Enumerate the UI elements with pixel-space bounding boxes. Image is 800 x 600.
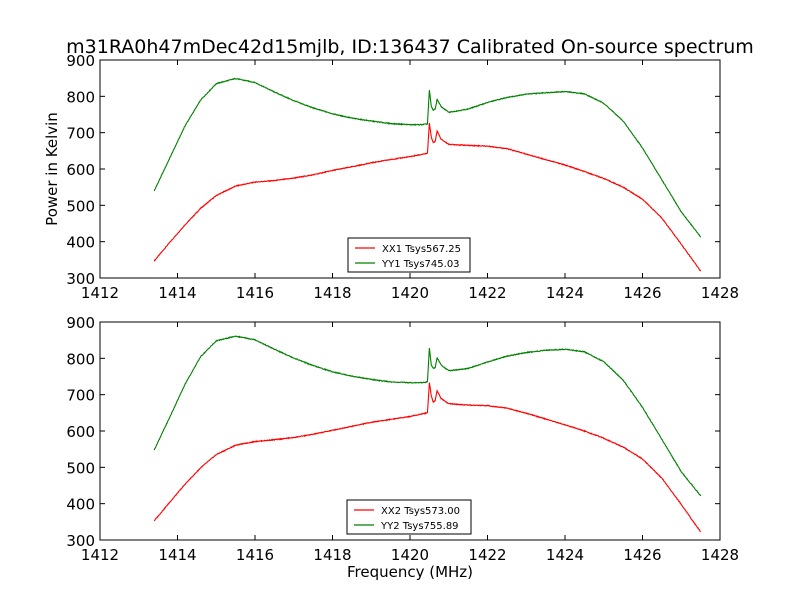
- x-tick-label: 1426: [623, 284, 661, 302]
- lower-panel: 1412 1414 1416 1418 1420 1422 1424 1426 1428 300 4…: [66, 314, 739, 581]
- y-axis-label: Power in Kelvin: [43, 112, 61, 226]
- y-tick-label: 400: [66, 496, 95, 514]
- x-tick-label: 1426: [623, 546, 661, 564]
- y-tick-label: 300: [66, 532, 95, 550]
- y-tick-label: 600: [66, 161, 95, 179]
- x-tick-label: 1420: [391, 546, 429, 564]
- legend-label: YY1 Tsys745.03: [381, 259, 460, 270]
- x-tick-label: 1416: [236, 546, 274, 564]
- legend-box: [346, 499, 472, 535]
- y-tick-label: 600: [66, 423, 95, 441]
- x-tick-label: 1414: [158, 546, 196, 564]
- legend: XX1 Tsys567.25 YY1 Tsys745.03: [347, 237, 471, 273]
- x-tick-label: 1422: [468, 284, 506, 302]
- y-tick-label: 800: [66, 350, 95, 368]
- figure-title: m31RA0h47mDec42d15mjlb, ID:136437 Calibr…: [66, 36, 754, 58]
- series-line-xx1: [153, 122, 702, 272]
- x-tick-label: 1416: [236, 284, 274, 302]
- legend-box: [347, 237, 471, 273]
- series-line-yy2: [153, 335, 702, 497]
- y-tick-label: 900: [66, 52, 95, 70]
- legend-label: XX2 Tsys573.00: [381, 506, 460, 517]
- y-tick-label: 500: [66, 197, 95, 215]
- y-tick-label: 500: [66, 459, 95, 477]
- y-tick-label: 700: [66, 125, 95, 143]
- x-tick-label: 1424: [546, 284, 584, 302]
- x-tick-label: 1420: [391, 284, 429, 302]
- series-line-yy1: [153, 77, 702, 238]
- y-tick-label: 900: [66, 314, 95, 332]
- legend-label: YY2 Tsys755.89: [380, 521, 459, 532]
- y-tick-label: 400: [66, 234, 95, 252]
- upper-panel: 1412 1414 1416 1418 1420 1422 1424 1426 1428 300 4…: [43, 52, 739, 302]
- x-tick-label: 1412: [81, 546, 119, 564]
- legend-label: XX1 Tsys567.25: [382, 244, 461, 255]
- x-tick-label: 1424: [546, 546, 584, 564]
- x-tick-label: 1418: [313, 284, 351, 302]
- legend: XX2 Tsys573.00 YY2 Tsys755.89: [346, 499, 472, 535]
- x-tick-label: 1428: [701, 284, 739, 302]
- x-tick-label: 1422: [468, 546, 506, 564]
- y-tick-label: 300: [66, 270, 95, 288]
- x-axis-label: Frequency (MHz): [347, 563, 473, 581]
- y-tick-label: 700: [66, 387, 95, 405]
- y-tick-label: 800: [66, 88, 95, 106]
- x-tick-label: 1414: [158, 284, 196, 302]
- x-tick-label: 1428: [701, 546, 739, 564]
- x-tick-label: 1418: [313, 546, 351, 564]
- x-tick-label: 1412: [81, 284, 119, 302]
- series-line-xx2: [153, 382, 702, 533]
